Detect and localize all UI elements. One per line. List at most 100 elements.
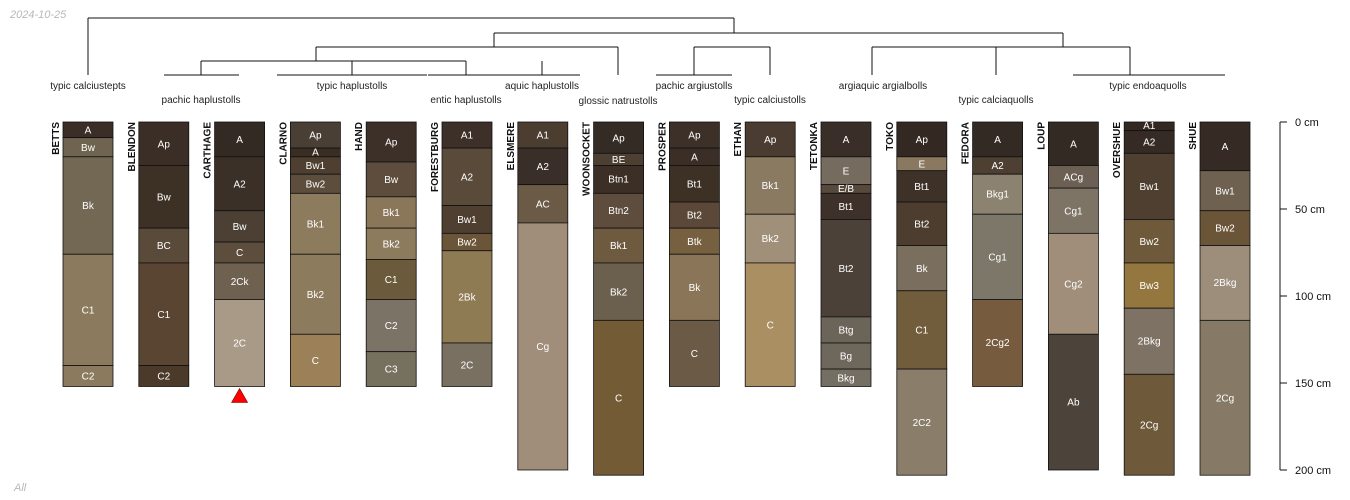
horizon-label: Ap [764,135,777,146]
horizon-label: A [236,135,243,146]
horizon-label: 2Cg [1140,420,1158,431]
horizon-label: Bk1 [762,181,780,192]
horizon-label: Cg2 [1064,279,1083,290]
taxon-label: typic calciustepts [50,81,126,92]
horizon-2bkg [1123,307,1175,375]
dendrogram [87,17,1225,76]
horizon-2cg2 [972,299,1023,387]
horizon-bkg1 [972,173,1023,215]
horizon-label: E [918,159,925,170]
horizon-label: C3 [385,365,398,376]
taxon-label: typic haplustolls [317,81,388,92]
horizon-bt2 [669,201,720,229]
horizon-2bk [441,250,493,344]
marker-group [231,387,249,403]
profile-name: CARTHAGE [203,122,214,179]
horizon-ap [289,121,341,149]
horizon-label: Btg [838,326,853,337]
horizon-label: Bt1 [914,182,929,193]
horizon-c [744,262,796,387]
horizon-label: Ab [1067,398,1080,409]
profile-toko: TOKO Ap E Bt1 Bt2 Bk C1 2C2 [885,121,948,476]
horizon-label: C [615,393,622,404]
profile-tetonka: TETONKA A E E/B Bt1 Bt2 Btg Bg Bkg [809,121,872,387]
depth-tick-label: 200 cm [1295,465,1331,477]
profile-name: BLENDON [127,122,138,171]
horizon-a [820,121,872,158]
horizon-bg [820,342,872,370]
horizon-label: Bw3 [1139,281,1159,292]
horizon-label: A [691,152,698,163]
horizon-2bkg [1199,245,1251,321]
horizon-label: A2 [991,161,1004,172]
profile-name: ELSMERE [506,122,517,171]
horizon-cg [517,222,569,471]
horizon-label: C1 [82,306,95,317]
horizon-bk1 [289,192,341,255]
horizon-label: C1 [915,326,928,337]
profile-name: LOUP [1036,122,1047,150]
horizon-label: Btk [687,237,702,248]
depth-axis: 0 cm 50 cm 100 cm 150 cm 200 cm [1279,117,1331,477]
horizon-ap [138,121,190,166]
profile-name: ETHAN [733,122,744,156]
taxonomy-labels: typic calciustepts pachic haplustolls typi… [50,81,1186,107]
horizon-label: Bw2 [1139,237,1159,248]
taxon-label: pachic haplustolls [162,95,241,106]
taxon-label: pachic argiustolls [656,81,733,92]
profile-forestburg: FORESTBURG A1 A2 Bw1 Bw2 2Bk 2C [430,121,493,387]
profile-name: BETTS [51,122,62,155]
horizon-label: 2C [461,360,474,371]
profile-name: OVERSHUE [1112,122,1123,178]
horizon-label: Bk1 [383,208,401,219]
horizon-label: Bk2 [307,290,325,301]
horizon-bw [214,210,266,243]
horizon-label: Bk2 [383,239,401,250]
horizon-2ck [214,262,266,300]
horizon-ap [896,121,948,158]
horizon-c [289,333,341,387]
horizon-label: Bk1 [610,241,628,252]
horizon-label: Bw [81,143,96,154]
horizon-label: C2 [385,321,398,332]
horizon-bk2 [744,213,796,264]
profile-name: CLARNO [278,122,289,165]
horizon-a [1048,121,1099,166]
horizon-label: Cg1 [1064,206,1083,217]
soil-profiles: BETTS A Bw Bk C1 C2 BLENDON Ap Bw BC C1 C2 CARTHAGE A… [51,121,1251,476]
profile-overshue: OVERSHUE A1 A2 Bw1 Bw2 Bw3 2Bkg 2Cg [1112,121,1175,476]
horizon-label: 2C [233,339,246,350]
marker-triangle [231,387,249,403]
horizon-bw [365,161,417,198]
horizon-label: Bw2 [306,179,326,190]
horizon-label: 2Bkg [1214,278,1237,289]
horizon-label: E/B [838,184,854,195]
horizon-label: A [1222,142,1229,153]
taxon-label: argiaquic argialbolls [839,81,927,92]
horizon-label: Bw1 [1215,186,1235,197]
horizon-label: A [85,125,92,136]
horizon-c2 [62,365,114,387]
profile-clarno: CLARNO Ap A Bw1 Bw2 Bk1 Bk2 C [278,121,341,387]
horizon-2c2 [896,368,948,476]
horizon-label: A [312,147,319,158]
horizon-cg2 [1048,232,1099,335]
horizon-label: Bk [82,201,95,212]
taxon-label: typic calciustolls [734,95,806,106]
footer-label: All [14,482,27,494]
horizon-bk1 [593,227,644,264]
horizon-label: 2Cg [1216,393,1234,404]
horizon-c [669,319,720,387]
horizon-label: A1 [1143,121,1156,132]
horizon-label: Bw2 [457,238,477,249]
horizon-c1 [138,262,190,367]
horizon-label: C [312,356,319,367]
depth-tick-label: 100 cm [1295,291,1331,303]
horizon-label: A [994,135,1001,146]
horizon-a2 [214,156,266,212]
profile-loup: LOUP A ACg Cg1 Cg2 Ab [1036,121,1099,471]
horizon-bw1 [1123,152,1175,220]
horizon-label: A2 [1143,138,1156,149]
horizon-label: Bw2 [1215,224,1235,235]
horizon-bkg [820,368,872,387]
